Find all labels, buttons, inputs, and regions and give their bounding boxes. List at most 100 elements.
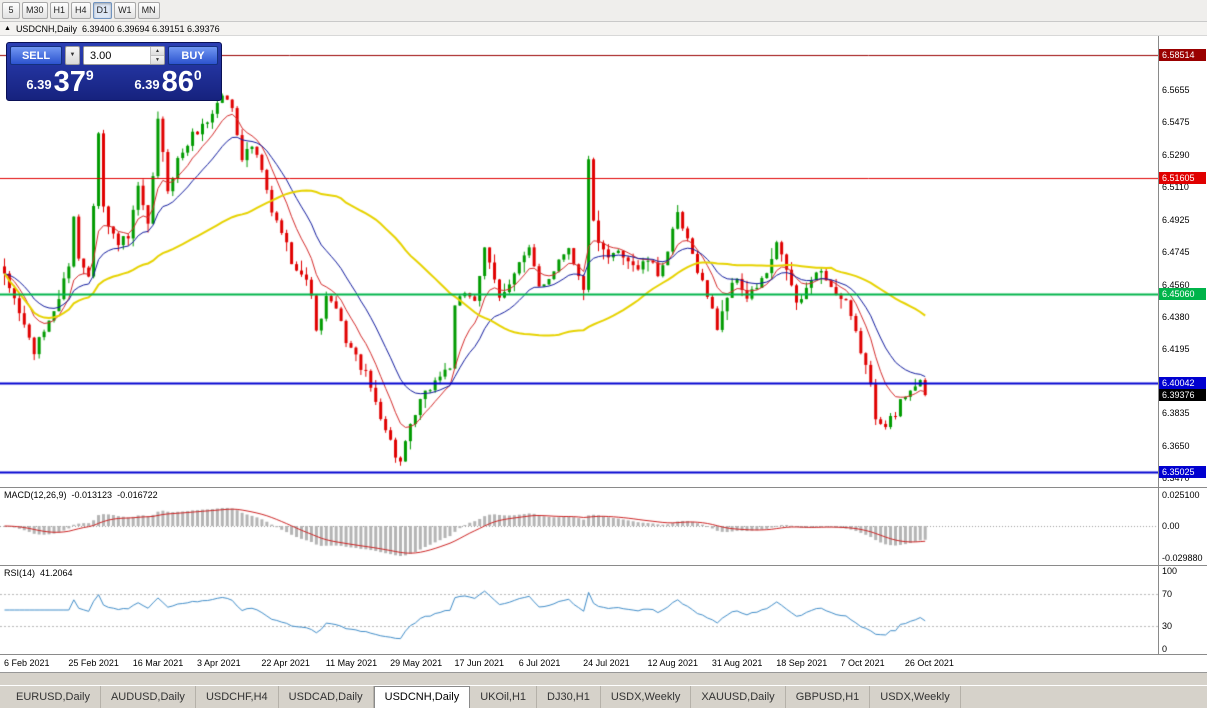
price-tick-label: 6.3650	[1162, 441, 1190, 452]
chart-window: ▲ USDCNH,Daily 6.39400 6.39694 6.39151 6…	[0, 22, 1207, 672]
macd-tick-label: -0.029880	[1162, 553, 1203, 563]
current-price-badge: 6.39376	[1159, 389, 1206, 402]
date-tick-label: 6 Jul 2021	[518, 658, 561, 668]
buy-button[interactable]: BUY	[168, 46, 218, 65]
timeframe-toolbar: 5 M30 H1 H4 D1 W1 MN	[0, 0, 1207, 22]
date-tick-label: 24 Jul 2021	[583, 658, 630, 668]
price-tick-label: 6.4380	[1162, 311, 1190, 322]
macd-axis[interactable]: 0.025100 0.00 -0.029880	[1158, 488, 1206, 565]
price-line-badge: 6.45060	[1159, 288, 1206, 301]
chart-ohlc-values: 6.39400 6.39694 6.39151 6.39376	[81, 23, 220, 34]
price-line-badge: 6.51605	[1159, 171, 1206, 184]
chart-tab-xauusd-daily[interactable]: XAUUSD,Daily	[691, 686, 786, 708]
volume-stepper: ▲ ▼	[150, 47, 164, 64]
date-tick-label: 6 Feb 2021	[4, 658, 50, 668]
volume-input[interactable]	[84, 47, 150, 64]
date-tick-label: 7 Oct 2021	[840, 658, 885, 668]
chart-tab-usdx-weekly[interactable]: USDX,Weekly	[870, 686, 961, 708]
rsi-tick-label: 30	[1162, 620, 1173, 631]
macd-main-value: -0.013123	[71, 490, 113, 500]
date-tick-label: 11 May 2021	[325, 658, 378, 668]
rsi-axis[interactable]: 100 70 30 0	[1158, 566, 1206, 654]
macd-label: MACD(12,26,9) -0.013123 -0.016722	[4, 490, 158, 500]
price-tick-label: 6.4560	[1162, 279, 1190, 290]
timeframe-button-5[interactable]: 5	[2, 2, 20, 19]
date-tick-label: 26 Oct 2021	[904, 658, 954, 668]
macd-tick-label: 0.00	[1162, 521, 1180, 531]
timeframe-button-W1[interactable]: W1	[114, 2, 136, 19]
rsi-panel: RSI(14) 41.2064 100 70 30 0	[0, 565, 1207, 654]
volume-decrease-button[interactable]: ▼	[151, 56, 164, 64]
chart-title-bar: ▲ USDCNH,Daily 6.39400 6.39694 6.39151 6…	[0, 22, 1207, 36]
date-axis[interactable]: 6 Feb 2021 25 Feb 2021 16 Mar 2021 3 Apr 20…	[0, 654, 1207, 672]
date-tick-label: 16 Mar 2021	[132, 658, 184, 668]
volume-field: ▲ ▼	[83, 46, 165, 65]
rsi-tick-label: 70	[1162, 589, 1173, 600]
chart-tab-ukoil-h1[interactable]: UKOil,H1	[470, 686, 538, 708]
collapse-chart-icon[interactable]: ▲	[4, 24, 11, 32]
price-line-badge: 6.40042	[1159, 377, 1206, 390]
price-chart-canvas[interactable]	[0, 36, 1158, 487]
date-tick-label: 22 Apr 2021	[261, 658, 310, 668]
date-tick-label: 18 Sep 2021	[776, 658, 828, 668]
timeframe-button-D1[interactable]: D1	[92, 2, 113, 19]
chart-tab-eurusd-daily[interactable]: EURUSD,Daily	[6, 686, 101, 708]
date-tick-label: 29 May 2021	[390, 658, 443, 668]
chart-tab-dj30-h1[interactable]: DJ30,H1	[537, 686, 601, 708]
date-tick-label: 17 Jun 2021	[454, 658, 504, 668]
macd-panel: MACD(12,26,9) -0.013123 -0.016722 0.0251…	[0, 487, 1207, 565]
chart-tab-usdx-weekly[interactable]: USDX,Weekly	[601, 686, 692, 708]
sell-button[interactable]: SELL	[10, 46, 62, 65]
price-line-badge: 6.35025	[1159, 466, 1206, 479]
status-strip	[0, 672, 1207, 685]
chevron-down-icon: ▼	[69, 52, 76, 58]
buy-price-big-digits: 86	[161, 66, 194, 98]
price-tick-label: 6.5655	[1162, 85, 1190, 96]
date-tick-label: 3 Apr 2021	[197, 658, 241, 668]
price-tick-label: 6.5290	[1162, 149, 1190, 160]
buy-price-pip-digit: 0	[193, 67, 202, 83]
rsi-value: 41.2064	[40, 568, 73, 578]
timeframe-button-H4[interactable]: H4	[71, 2, 91, 19]
chart-tab-audusd-daily[interactable]: AUDUSD,Daily	[101, 686, 196, 708]
price-tick-label: 6.4745	[1162, 246, 1190, 257]
buy-price-display[interactable]: 6.39 86 0	[118, 68, 218, 97]
timeframe-button-H1[interactable]: H1	[49, 2, 70, 19]
chart-tab-usdcad-daily[interactable]: USDCAD,Daily	[279, 686, 374, 708]
price-tick-label: 6.5110	[1162, 181, 1189, 192]
timeframe-button-MN[interactable]: MN	[137, 2, 160, 19]
price-tick-label: 6.4195	[1162, 344, 1190, 355]
macd-chart-canvas[interactable]	[0, 488, 1158, 565]
volume-dropdown-button[interactable]: ▼	[65, 46, 80, 65]
price-line-badge: 6.58514	[1159, 49, 1206, 62]
date-tick-label: 31 Aug 2021	[711, 658, 763, 668]
chart-tab-gbpusd-h1[interactable]: GBPUSD,H1	[786, 686, 871, 708]
chart-tab-usdchf-h4[interactable]: USDCHF,H4	[196, 686, 279, 708]
price-axis[interactable]: 6.5655 6.5475 6.5290 6.5110 6.4925 6.4745 6.45…	[1158, 36, 1206, 487]
price-panel: 6.5655 6.5475 6.5290 6.5110 6.4925 6.4745 6.45…	[0, 36, 1207, 487]
rsi-tick-label: 100	[1162, 566, 1178, 576]
date-tick-label: 12 Aug 2021	[647, 658, 699, 668]
timeframe-button-M30[interactable]: M30	[22, 2, 48, 19]
buy-price-prefix: 6.39	[134, 77, 160, 92]
volume-increase-button[interactable]: ▲	[151, 47, 164, 56]
price-tick-label: 6.5475	[1162, 117, 1190, 128]
sell-price-big-digits: 37	[53, 66, 86, 98]
one-click-trading-panel: SELL ▼ ▲ ▼ BUY 6.39 37 9 6.3	[6, 42, 222, 101]
price-tick-label: 6.3835	[1162, 408, 1190, 419]
rsi-tick-label: 0	[1162, 644, 1168, 654]
macd-tick-label: 0.025100	[1162, 490, 1200, 500]
rsi-label: RSI(14) 41.2064	[4, 568, 73, 578]
sell-price-display[interactable]: 6.39 37 9	[10, 68, 110, 97]
sell-price-prefix: 6.39	[26, 77, 52, 92]
rsi-chart-canvas[interactable]	[0, 566, 1158, 654]
macd-indicator-name: MACD(12,26,9)	[4, 490, 67, 500]
chart-symbol-title: USDCNH,Daily	[15, 23, 77, 34]
macd-signal-value: -0.016722	[117, 490, 158, 500]
chart-tab-usdcnh-daily[interactable]: USDCNH,Daily	[373, 686, 471, 708]
price-tick-label: 6.4925	[1162, 214, 1190, 225]
chart-tab-bar: EURUSD,Daily AUDUSD,Daily USDCHF,H4 USDCAD,…	[0, 685, 1207, 708]
date-tick-label: 25 Feb 2021	[68, 658, 119, 668]
sell-price-pip-digit: 9	[85, 67, 94, 83]
